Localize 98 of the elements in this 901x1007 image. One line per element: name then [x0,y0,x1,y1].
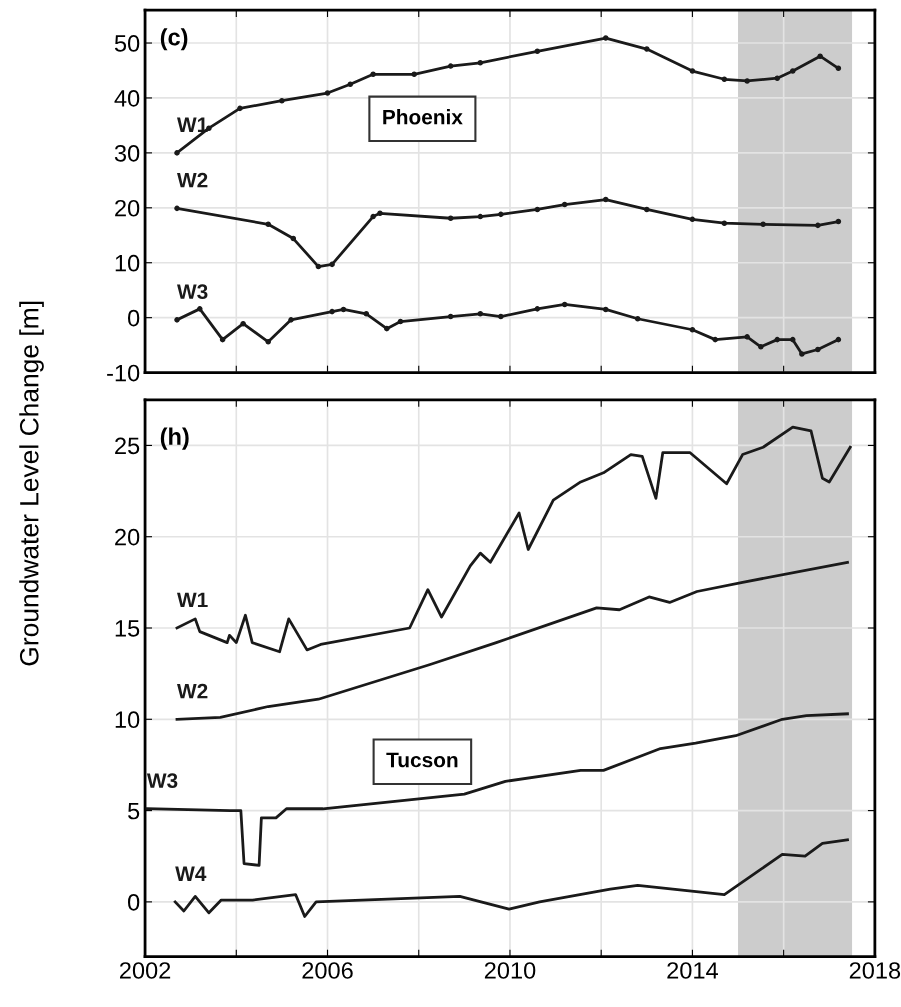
point [174,317,180,323]
y-tick-label: 25 [115,437,140,455]
x-tick-label: 2002 [119,962,171,979]
series-label: W3 [177,284,208,300]
point [835,65,842,72]
point [712,336,719,343]
annotation: Tucson [386,752,458,768]
point [644,46,650,52]
line-series [173,838,849,918]
y-tick-label: 10 [115,254,140,272]
point [689,68,696,74]
y-tick-label: 5 [128,802,140,820]
point [721,76,728,83]
point [290,235,297,242]
point [602,35,609,41]
point [760,221,766,228]
point [377,210,383,217]
y-tick-label: 20 [115,199,140,217]
series-label: W2 [177,172,208,188]
series-label: W1 [177,592,208,608]
point [363,311,370,317]
point [835,336,842,343]
point [265,339,271,345]
x-tick-label: 2006 [302,962,353,979]
point [370,213,376,220]
point [370,71,376,78]
point [774,336,781,343]
y-tick-label: 50 [114,35,140,52]
y-axis-title: Groundwater Level Change [m] [19,301,44,666]
y-tick-label: 0 [127,309,140,327]
series-label: W1 [177,117,208,132]
point [347,81,354,88]
point [744,78,750,84]
point [219,336,226,343]
point [447,215,454,222]
point [498,313,504,320]
point [774,75,781,81]
point [340,306,347,313]
y-tick-label: 10 [115,711,140,729]
point [477,60,484,66]
y-tick-label: -10 [107,364,140,382]
point [835,218,842,225]
point [789,68,796,74]
point [447,63,454,69]
y-tick-label: 40 [114,90,140,107]
point [477,311,484,317]
point [721,220,728,226]
annotation: Phoenix [383,109,463,125]
point [602,196,609,203]
point [498,211,504,218]
series-label: W2 [177,683,208,699]
point [689,216,696,223]
y-tick-label: 15 [115,620,140,637]
point [174,205,180,212]
point [329,308,335,315]
y-tick-label: 0 [127,893,140,911]
point [689,326,696,333]
point [534,48,541,55]
point [384,325,390,332]
series-label: W4 [175,866,207,881]
x-tick-label: 2010 [484,962,536,979]
point [279,97,285,104]
point [817,53,823,59]
y-tick-label: 30 [114,144,140,162]
point [174,150,180,156]
point [644,206,650,213]
point [329,261,335,268]
point [561,201,568,208]
point [534,206,541,213]
point [799,351,805,357]
point [815,346,821,353]
x-tick-label: 2018 [849,962,901,979]
point [324,90,331,96]
point [197,306,203,312]
point [815,222,821,229]
point [237,105,243,112]
point [447,313,454,320]
point [240,320,246,327]
annotation: (h) [160,427,189,450]
point [602,306,609,313]
point [789,336,796,343]
annotation: (c) [160,28,188,51]
point [288,317,294,323]
point [561,301,568,308]
point [411,71,417,78]
line-series [145,712,849,867]
point [744,334,750,340]
point [758,343,764,350]
point [265,221,271,228]
point [315,263,322,270]
y-tick-label: 20 [115,528,140,546]
x-tick-label: 2014 [667,962,718,979]
line-series [175,560,849,721]
point [397,318,404,325]
point [534,306,541,312]
series-label: W3 [146,773,178,788]
point [634,315,641,322]
point [477,213,484,220]
